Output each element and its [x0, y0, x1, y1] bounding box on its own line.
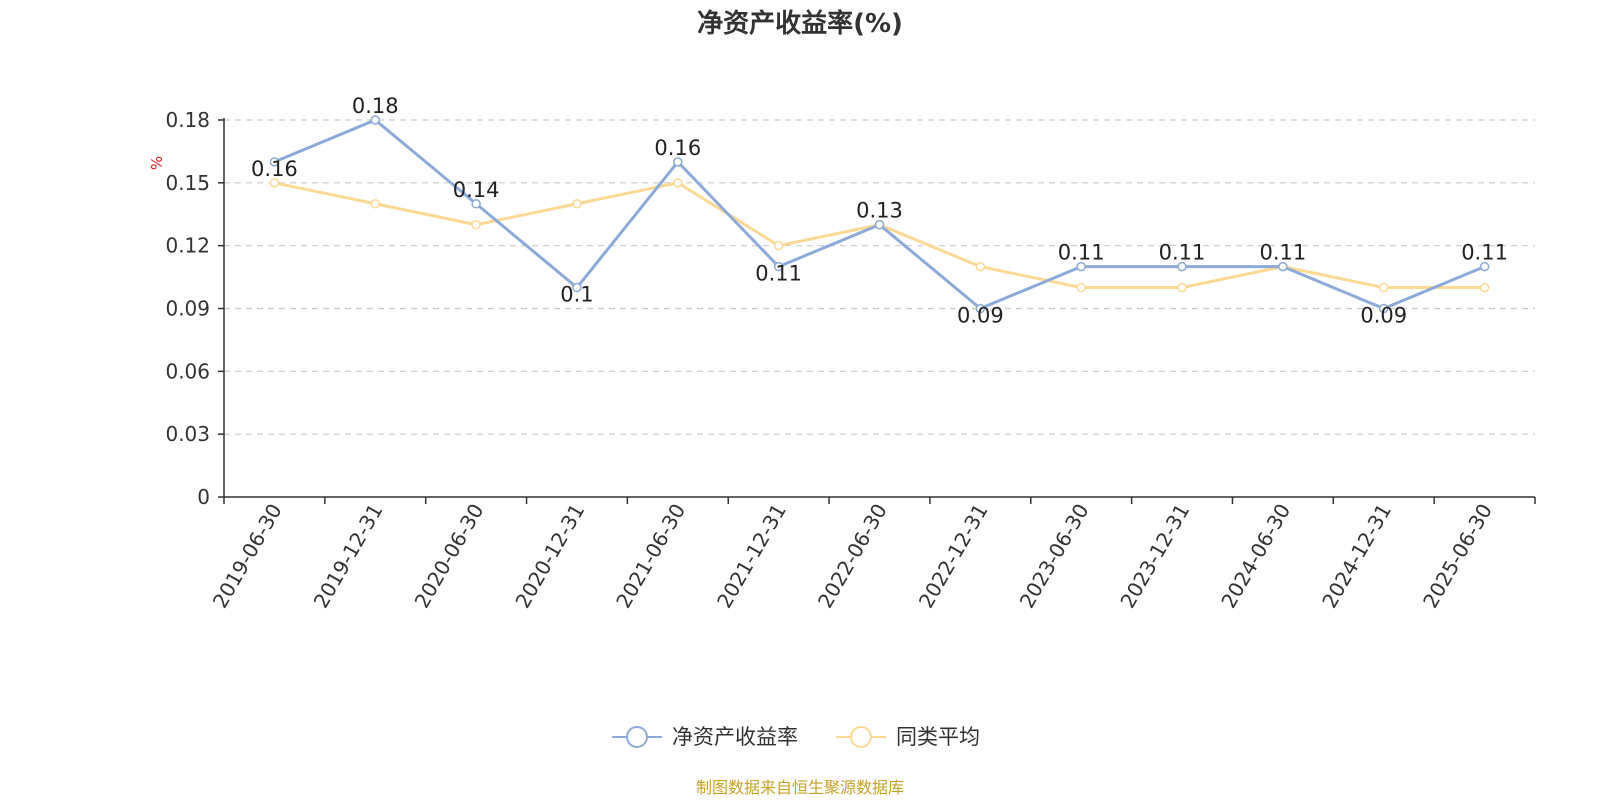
data-label: 0.16 — [251, 157, 298, 181]
data-point-0 — [1076, 261, 1086, 272]
data-point-1 — [1479, 282, 1490, 293]
data-label: 0.1 — [560, 283, 593, 307]
data-point-1 — [773, 240, 784, 251]
x-tick-label: 2020-06-30 — [410, 499, 489, 612]
data-point-0 — [269, 157, 280, 167]
x-tick-labels: 2019-06-30 2019-12-31 2020-06-30 2020-12-31… — [208, 499, 1497, 612]
data-labels: 0.16 0.18 0.14 0.1 0.16 0.11 0.13 0.09 0.11 0.11 0… — [251, 94, 1508, 328]
legend-label-roe: 净资产收益率 — [672, 725, 798, 749]
y-tick-label: 0.03 — [165, 422, 210, 446]
data-label: 0.16 — [654, 136, 701, 160]
x-tick-label: 2020-12-31 — [510, 500, 589, 613]
data-point-0 — [572, 282, 582, 293]
series-lines — [269, 115, 1490, 314]
data-point-0 — [471, 199, 481, 209]
data-point-1 — [673, 178, 683, 188]
data-label: 0.11 — [1461, 241, 1508, 265]
data-point-1 — [1378, 282, 1389, 293]
data-point-0 — [975, 303, 986, 314]
legend-marker-peer-average — [850, 726, 872, 748]
x-tick-label: 2022-06-30 — [813, 500, 892, 613]
y-axis-unit: % — [148, 156, 166, 170]
data-label: 0.14 — [453, 178, 500, 202]
chart-title: 净资产收益率(%) — [697, 8, 903, 39]
axes — [218, 118, 1536, 504]
data-point-1 — [370, 199, 381, 209]
data-label: 0.11 — [755, 262, 802, 286]
legend-marker-roe — [626, 726, 648, 748]
y-tick-labels: 0 0.03 0.06 0.09 0.12 0.15 0.18 — [165, 108, 210, 509]
data-point-1 — [572, 199, 582, 209]
data-label: 0.11 — [1058, 241, 1105, 265]
data-point-0 — [1378, 303, 1389, 314]
data-point-0 — [370, 115, 381, 125]
data-point-0 — [1177, 261, 1187, 272]
x-tick-label: 2021-06-30 — [611, 500, 690, 613]
y-tick-label: 0.18 — [165, 108, 210, 132]
data-point-0 — [673, 157, 683, 167]
data-point-0 — [1479, 261, 1490, 272]
x-tick-label: 2025-06-30 — [1418, 500, 1497, 613]
data-point-0 — [1278, 261, 1288, 272]
x-tick-label: 2023-06-30 — [1015, 500, 1094, 613]
legend-item-roe[interactable]: 净资产收益率 — [612, 725, 798, 749]
y-tick-label: 0.09 — [165, 297, 210, 321]
data-point-0 — [874, 219, 885, 230]
data-label: 0.11 — [1260, 241, 1307, 265]
x-tick-label: 2023-12-31 — [1115, 500, 1194, 613]
data-point-0 — [773, 261, 784, 272]
y-tick-label: 0.15 — [165, 171, 210, 195]
legend[interactable]: 净资产收益率 同类平均 — [612, 725, 980, 749]
grid-lines — [224, 119, 1535, 435]
legend-item-peer-average[interactable]: 同类平均 — [836, 725, 980, 749]
x-tick-label: 2024-12-31 — [1317, 500, 1396, 613]
source-note: 制图数据来自恒生聚源数据库 — [696, 778, 904, 797]
y-tick-label: 0.12 — [165, 234, 210, 258]
data-point-1 — [1076, 282, 1086, 293]
x-tick-label: 2024-06-30 — [1216, 500, 1295, 613]
legend-label-peer-average: 同类平均 — [896, 725, 980, 749]
data-point-1 — [269, 178, 280, 188]
data-point-1 — [1177, 282, 1187, 293]
data-point-1 — [471, 219, 481, 230]
x-tick-label: 2019-06-30 — [208, 500, 287, 613]
x-tick-label: 2021-12-31 — [712, 500, 791, 613]
data-label: 0.18 — [352, 94, 399, 118]
data-label: 0.13 — [856, 199, 903, 223]
data-point-1 — [975, 261, 986, 272]
x-tick-label: 2019-12-31 — [309, 500, 388, 613]
data-label: 0.09 — [1360, 304, 1407, 328]
y-tick-label: 0 — [197, 485, 210, 509]
data-label: 0.09 — [957, 304, 1004, 328]
y-tick-label: 0.06 — [165, 359, 210, 383]
data-label: 0.11 — [1159, 241, 1206, 265]
x-tick-label: 2022-12-31 — [914, 500, 993, 613]
